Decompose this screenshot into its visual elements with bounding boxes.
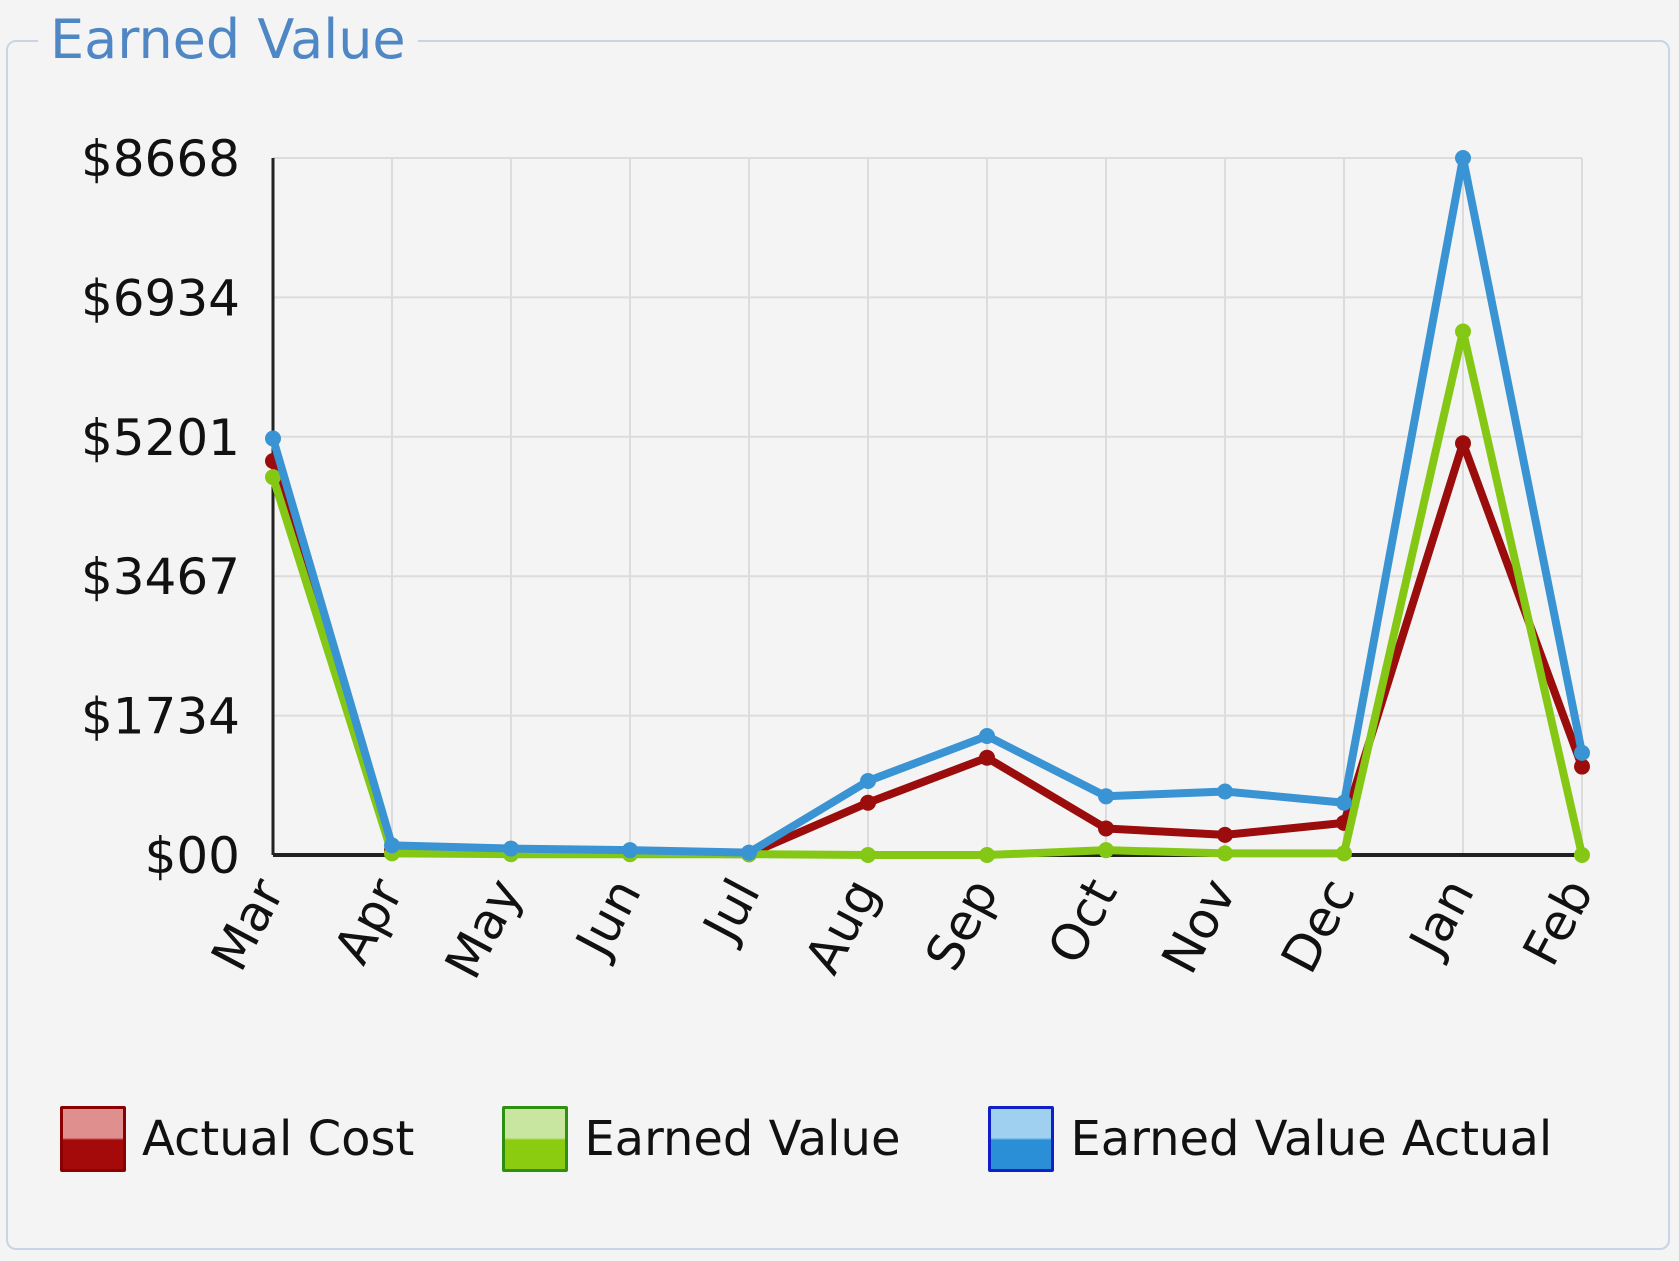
data-point-earned-value-actual [622,842,638,859]
y-tick-label: $6934 [81,269,240,327]
data-point-earned-value-actual [1574,744,1590,761]
x-tick-label: Jun [563,869,652,968]
series-line-actual-cost [269,439,1586,859]
legend-label-actual-cost: Actual Cost [142,1111,415,1167]
series-line-earned-value-actual [269,154,1586,857]
y-tick-label: $1734 [81,688,240,746]
data-point-earned-value-actual [1217,783,1233,800]
data-point-earned-value [1098,842,1114,859]
legend-item-earned-value[interactable]: Earned Value [502,1106,900,1172]
data-point-actual-cost [1455,435,1471,452]
x-tick-label: Jan [1397,869,1486,967]
data-point-actual-cost [1098,820,1114,837]
data-point-earned-value [1574,847,1590,863]
y-tick-label: $00 [145,827,240,885]
data-point-earned-value-actual [384,837,400,854]
data-point-earned-value-actual [1455,150,1471,166]
data-point-earned-value [265,469,281,486]
data-point-earned-value-actual [1336,794,1352,811]
x-tick-label: Oct [1037,869,1129,973]
data-point-earned-value-actual [741,844,757,861]
chart-legend: Actual Cost Earned Value Earned Value Ac… [60,1106,1552,1172]
data-point-earned-value [860,847,876,863]
legend-item-actual-cost[interactable]: Actual Cost [60,1106,414,1172]
x-tick-label: Feb [1512,869,1605,974]
legend-swatch-earned-value-actual [988,1106,1055,1172]
x-tick-label: Jul [691,869,772,952]
data-point-earned-value-actual [979,727,995,744]
legend-swatch-earned-value [502,1106,569,1172]
x-tick-label: Aug [794,869,891,982]
series-line-earned-value [269,327,1586,859]
data-point-earned-value-actual [503,840,519,857]
x-tick-label: Nov [1151,869,1248,982]
data-point-earned-value-actual [1098,788,1114,805]
data-point-actual-cost [1217,826,1233,843]
data-point-earned-value-actual [860,773,876,790]
y-tick-label: $5201 [81,409,240,467]
data-point-earned-value [1217,845,1233,862]
legend-item-earned-value-actual[interactable]: Earned Value Actual [988,1106,1552,1172]
panel-title: Earned Value [38,4,418,76]
data-point-actual-cost [860,794,876,811]
x-tick-label: Dec [1270,869,1367,982]
x-tick-label: Sep [914,869,1009,979]
legend-label-earned-value: Earned Value [584,1111,901,1167]
legend-label-earned-value-actual: Earned Value Actual [1070,1111,1553,1167]
x-tick-label: Mar [200,869,296,980]
data-point-earned-value [1455,323,1471,340]
data-point-actual-cost [1574,758,1590,775]
data-point-earned-value-actual [265,430,281,447]
x-tick-label: May [434,869,534,988]
y-tick-label: $3467 [81,548,240,606]
legend-swatch-actual-cost [60,1106,126,1172]
x-tick-label: Apr [323,869,415,973]
data-point-earned-value [1336,845,1352,862]
y-tick-label: $8668 [81,130,240,188]
data-point-actual-cost [979,749,995,766]
data-point-earned-value [979,847,995,863]
